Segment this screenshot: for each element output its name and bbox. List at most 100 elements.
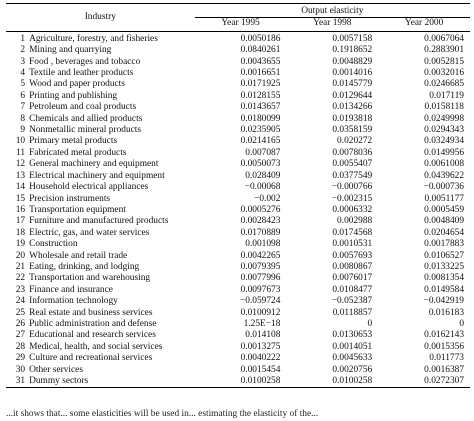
elasticity-1995: −0.059724	[239, 296, 281, 307]
elasticity-1995: 0.0077996	[240, 273, 281, 284]
industry-name: Nonmetallic mineral products	[29, 125, 142, 136]
elasticity-2000: 0.0246685	[424, 79, 464, 90]
elasticity-2000: 0.0081354	[424, 273, 464, 284]
row-number: 8	[20, 113, 26, 124]
elasticity-1998: 0.0193818	[332, 113, 373, 124]
industry-name: Dummy sectors	[29, 376, 89, 386]
row-number: 30	[15, 364, 26, 375]
elasticity-2000: 0.0162143	[424, 330, 464, 341]
elasticity-1998: 0.0377549	[332, 170, 373, 181]
year-1995-header: Year 1995	[194, 18, 287, 32]
elasticity-2000: 0.0032016	[424, 68, 464, 79]
industry-name: Food , beverages and tobacco	[29, 56, 141, 67]
elasticity-2000: 0.0294343	[424, 125, 464, 136]
elasticity-1995: 0.001098	[245, 239, 281, 250]
industry-name: Electric, gas, and water services	[29, 227, 150, 238]
row-number: 20	[15, 250, 26, 261]
elasticity-1998: 0.0129644	[332, 90, 373, 101]
row-number: 17	[15, 216, 26, 227]
table-row: 19 Construction 0.001098 0.0010531 0.0017883	[6, 239, 470, 250]
row-number: 22	[15, 273, 26, 284]
elasticity-1998: −0.002315	[331, 193, 373, 204]
row-number: 10	[15, 136, 26, 147]
elasticity-2000: 0.0051177	[424, 193, 465, 204]
row-number: 5	[20, 79, 26, 90]
elasticity-2000: 0.0016387	[424, 364, 464, 375]
industry-name: Construction	[29, 239, 78, 250]
industry-name: Textile and leather products	[29, 68, 134, 79]
row-number: 7	[20, 102, 26, 113]
elasticity-1995: 0.007087	[245, 147, 281, 158]
elasticity-2000: 0.0324934	[424, 136, 464, 147]
table-row: 13 Electrical machinery and equipment 0.02…	[6, 171, 470, 182]
industry-name: Furniture and manufactured products	[29, 216, 169, 227]
row-number: 14	[15, 182, 26, 193]
elasticity-1995: 0.0043655	[240, 56, 281, 67]
elasticity-1995: 0.0128155	[240, 90, 281, 101]
elasticity-1998: 0.0145779	[332, 79, 373, 90]
row-number: 27	[15, 330, 26, 341]
elasticity-1998: 0.020272	[337, 136, 373, 147]
elasticity-1998: 0.0048829	[332, 56, 373, 67]
table-row: 3 Food , beverages and tobacco 0.0043655 0.…	[6, 57, 470, 68]
row-number: 25	[15, 307, 26, 318]
industry-name: Eating, drinking, and lodging	[29, 261, 140, 272]
row-number: 29	[15, 353, 26, 364]
elasticity-2000: 0.011773	[429, 353, 464, 364]
industry-name: Printing and publishing	[29, 90, 118, 101]
elasticity-1995: 0.0214165	[240, 136, 281, 147]
elasticity-1998: 0.0078036	[332, 147, 373, 158]
elasticity-1998: 0.0134266	[332, 102, 373, 113]
elasticity-1998: 0.0057693	[332, 250, 373, 261]
elasticity-2000: 0.0158118	[424, 102, 465, 113]
elasticity-2000: 0.0272307	[424, 376, 464, 386]
industry-name: Fabricated metal products	[29, 147, 127, 158]
elasticity-1998: 0.0130653	[332, 330, 373, 341]
elasticity-2000: 0.0439622	[424, 170, 464, 181]
row-number: 19	[15, 239, 26, 250]
elasticity-1998: 0	[367, 318, 373, 329]
industry-name: Transportation equipment	[29, 204, 126, 215]
row-number: 16	[15, 204, 26, 215]
elasticity-1995: 0.0079395	[240, 261, 281, 272]
table-row: 18 Electric, gas, and water services 0.017…	[6, 228, 470, 239]
elasticity-1995: 0.0005276	[240, 204, 281, 215]
elasticity-1995: 0.0100912	[240, 307, 281, 318]
elasticity-1995: 0.0143657	[240, 102, 281, 113]
row-number: 21	[15, 261, 26, 272]
row-number: 1	[20, 33, 26, 44]
industry-name: Mining and quarrying	[29, 45, 112, 56]
row-number: 4	[20, 68, 26, 79]
elasticity-1998: 0.0057158	[332, 33, 373, 44]
output-elasticity-table-container: Industry Output elasticity Year 1995 Yea…	[6, 3, 470, 388]
elasticity-1995: 0.0235905	[240, 125, 281, 136]
elasticity-1995: 0.0180099	[240, 113, 281, 124]
table-row: 1 Agriculture, forestry, and fisheries 0.0…	[6, 31, 470, 45]
table-row: 5 Wood and paper products 0.0171925 0.01457…	[6, 79, 470, 90]
table-row: 21 Eating, drinking, and lodging 0.0079395…	[6, 262, 470, 273]
elasticity-1995: 0.0050073	[240, 159, 281, 170]
industry-name: Other services	[29, 364, 83, 375]
elasticity-2000: 0.0204654	[424, 227, 464, 238]
row-number: 6	[20, 90, 26, 101]
year-1998-header: Year 1998	[286, 18, 379, 32]
industry-name: General machinery and equipment	[29, 159, 159, 170]
year-2000-header: Year 2000	[378, 18, 470, 32]
elasticity-1995: 0.0100258	[240, 376, 281, 386]
industry-name: Transportation and warehousing	[29, 273, 151, 284]
elasticity-1998: 0.0076017	[332, 273, 373, 284]
elasticity-1995: −0.00068	[244, 182, 281, 193]
elasticity-2000: 0.0149584	[424, 284, 464, 295]
row-number: 12	[15, 159, 26, 170]
table-row: 28 Medical, health, and social services 0.…	[6, 342, 470, 353]
elasticity-1995: 0.014108	[245, 330, 281, 341]
elasticity-2000: 0.0067064	[424, 33, 464, 44]
elasticity-1998: 0.002988	[337, 216, 373, 227]
elasticity-1995: 0.0042265	[240, 250, 281, 261]
elasticity-1995: 0.0097673	[240, 284, 281, 295]
elasticity-2000: −0.000736	[423, 182, 464, 193]
industry-name: Chemicals and allied products	[29, 113, 143, 124]
table-row: 27 Educational and research services 0.014…	[6, 330, 470, 341]
table-row: 2 Mining and quarrying 0.0840261 0.1918652 0…	[6, 45, 470, 56]
industry-name: Household electrical appliances	[29, 182, 149, 193]
